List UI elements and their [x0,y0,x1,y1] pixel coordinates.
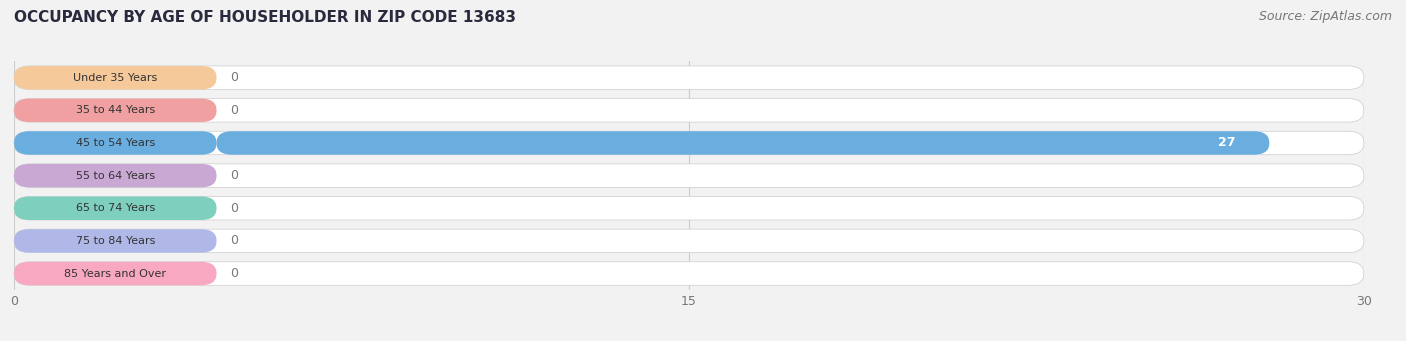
FancyBboxPatch shape [217,131,1270,155]
Text: 0: 0 [231,169,238,182]
FancyBboxPatch shape [14,164,217,187]
Text: 55 to 64 Years: 55 to 64 Years [76,170,155,181]
Text: 27: 27 [1218,136,1236,149]
Text: 0: 0 [231,267,238,280]
Text: 0: 0 [231,71,238,84]
FancyBboxPatch shape [14,66,217,89]
FancyBboxPatch shape [14,229,1364,253]
FancyBboxPatch shape [14,196,1364,220]
FancyBboxPatch shape [14,99,1364,122]
FancyBboxPatch shape [14,262,217,285]
Text: 75 to 84 Years: 75 to 84 Years [76,236,155,246]
Text: 0: 0 [231,234,238,247]
Text: OCCUPANCY BY AGE OF HOUSEHOLDER IN ZIP CODE 13683: OCCUPANCY BY AGE OF HOUSEHOLDER IN ZIP C… [14,10,516,25]
Text: 85 Years and Over: 85 Years and Over [65,268,166,279]
FancyBboxPatch shape [14,131,1364,155]
FancyBboxPatch shape [14,262,1364,285]
Text: 45 to 54 Years: 45 to 54 Years [76,138,155,148]
FancyBboxPatch shape [14,66,1364,89]
Text: 65 to 74 Years: 65 to 74 Years [76,203,155,213]
Text: Source: ZipAtlas.com: Source: ZipAtlas.com [1258,10,1392,23]
FancyBboxPatch shape [14,164,1364,187]
Text: 0: 0 [231,104,238,117]
FancyBboxPatch shape [14,196,217,220]
FancyBboxPatch shape [14,99,217,122]
Text: 35 to 44 Years: 35 to 44 Years [76,105,155,115]
FancyBboxPatch shape [14,229,217,253]
Text: Under 35 Years: Under 35 Years [73,73,157,83]
Text: 0: 0 [231,202,238,215]
FancyBboxPatch shape [14,131,217,155]
